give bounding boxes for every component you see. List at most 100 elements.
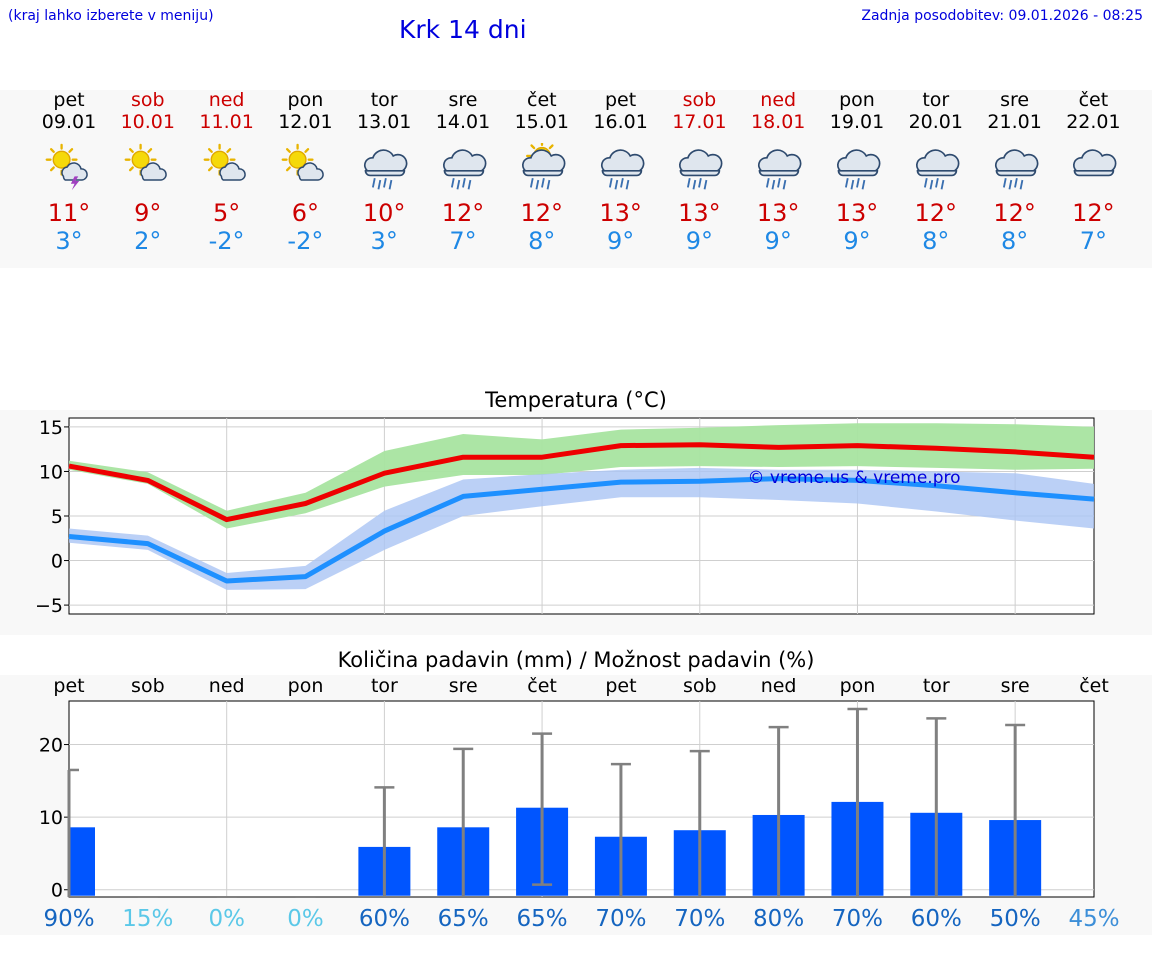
day-date: 14.01 [435,111,491,133]
probability-label: 50% [990,906,1041,932]
category-label: tor [923,675,950,697]
category-label: čet [1079,675,1109,697]
cloud-rain-icon [915,149,960,190]
day-column: pon 19.01 13° 9° [817,89,897,255]
max-temperature: 12° [520,199,564,227]
max-temperature: 13° [835,199,879,227]
day-name: pet [604,89,637,111]
probability-label: 0% [287,906,324,932]
min-temperature: 7° [449,227,477,255]
day-name: čet [1078,89,1109,111]
day-name: sre [448,89,478,111]
day-name: sre [1000,89,1030,111]
day-date: 13.01 [356,111,412,133]
min-temperature: 3° [55,227,83,255]
day-date: 22.01 [1066,111,1121,133]
category-label: čet [527,675,557,697]
day-column: sob 17.01 13° 9° [659,89,739,255]
day-date: 17.01 [672,111,727,133]
day-name: sob [682,89,717,111]
rain [766,178,787,190]
category-label: sob [131,675,165,697]
max-temperature: 13° [599,199,642,227]
rain [687,178,708,190]
category-label: tor [371,675,398,697]
day-name: pet [53,89,85,111]
max-temperature: 10° [362,199,406,227]
day-column: ned 18.01 13° 9° [738,89,818,255]
y-tick-label: 10 [39,461,63,483]
min-temperature: 8° [1000,227,1029,255]
rain [1002,178,1023,190]
probability-label: 65% [517,906,568,932]
min-temperature: 2° [134,227,162,255]
sun-cloud-icon [203,143,246,181]
min-temperature: 3° [370,227,398,255]
day-column: tor 20.01 12° 8° [896,89,976,255]
temperature-chart: −5 0 5 10 15 © vreme.us & vreme.pro [35,417,1095,617]
max-temperature: 9° [134,199,162,227]
probability-label: 45% [1068,906,1119,932]
y-tick-label: 0 [51,551,63,573]
max-temperature: 12° [441,199,485,227]
min-temperature: 9° [843,227,871,255]
max-temperature: 13° [756,199,800,227]
cloud-rain-icon [364,149,408,190]
day-date: 21.01 [987,111,1042,133]
y-tick-label: 10 [39,807,63,829]
page-title: Krk 14 dni [399,15,527,44]
day-name: tor [922,89,950,111]
cloud-icon [1073,149,1117,177]
day-column: sre 14.01 12° 7° [423,89,503,255]
max-temperature: 12° [1072,199,1115,227]
category-label: pon [288,675,324,697]
sun-cloud-icon [124,143,167,181]
day-date: 16.01 [593,111,648,133]
probability-label: 0% [208,906,245,932]
min-temperature: 9° [764,227,792,255]
watermark: © vreme.us & vreme.pro [747,468,960,488]
day-date: 15.01 [514,111,569,133]
category-label: ned [761,675,797,697]
day-column: pet 16.01 13° 9° [581,89,661,255]
rain [923,178,945,190]
rain [529,178,551,190]
sun-cloud-rain-icon [521,143,566,190]
rain [372,178,393,190]
cloud-rain-icon [994,149,1039,190]
y-tick-label: −5 [35,595,63,617]
last-update: Zadnja posodobitev: 09.01.2026 - 08:25 [861,8,1143,24]
category-label: pet [605,675,636,697]
probability-label: 15% [122,906,173,932]
min-temperature: 9° [685,227,714,255]
location-hint[interactable]: (kraj lahko izberete v meniju) [8,8,214,24]
day-date: 10.01 [120,111,175,133]
probability-label: 90% [43,906,94,932]
day-date: 09.01 [41,111,97,133]
category-label: sre [449,675,478,697]
rain [844,178,866,190]
temperature-chart-title: Temperatura (°C) [485,388,667,412]
max-temperature: 12° [993,199,1036,227]
category-label: pet [53,675,84,697]
day-column: čet 22.01 12° 7° [1053,89,1133,255]
precipitation-chart-title: Količina padavin (mm) / Možnost padavin … [337,648,815,672]
day-column: čet 15.01 12° 8° [502,89,582,255]
day-column: ned 11.01 5° -2° [187,89,267,255]
day-date: 18.01 [750,111,806,133]
max-temperature: 11° [47,199,91,227]
sun-cloud-thunder-icon [45,143,88,191]
day-date: 19.01 [829,111,885,133]
cloud-rain-icon [758,149,802,190]
min-temperature: 8° [528,227,556,255]
probability-label: 60% [911,906,962,932]
min-temperature: 8° [922,227,950,255]
probability-label: 80% [753,906,804,932]
min-temperature: -2° [208,227,245,255]
cloud-rain-icon [679,149,723,190]
category-label: sre [1001,675,1030,697]
rain [450,178,472,190]
max-temperature: 13° [678,199,721,227]
day-date: 20.01 [908,111,963,133]
cloud-rain-icon [600,149,645,190]
